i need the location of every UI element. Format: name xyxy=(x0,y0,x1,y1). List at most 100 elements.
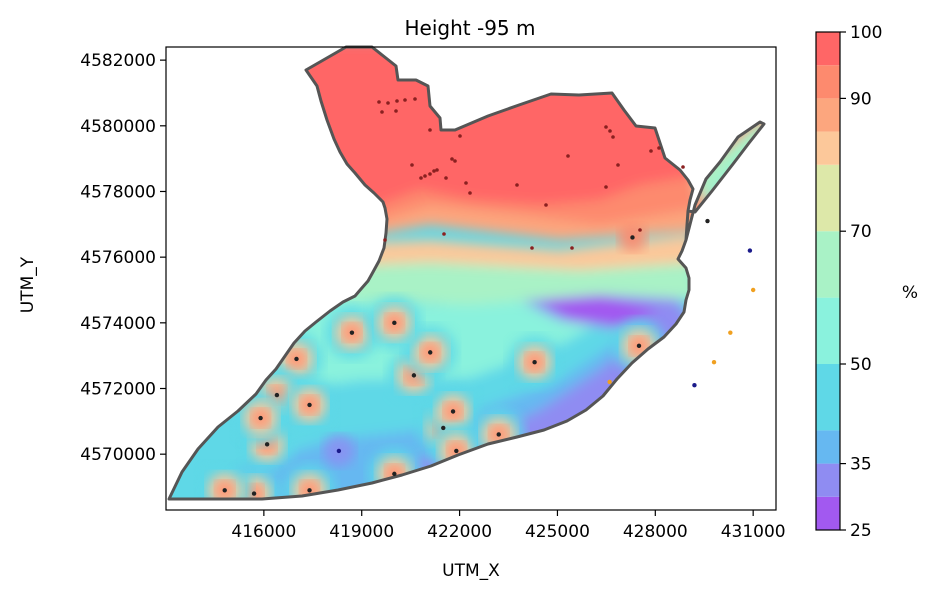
colorbar-segment xyxy=(816,463,840,497)
well-marker xyxy=(392,320,397,326)
well-marker xyxy=(274,392,280,398)
well-marker xyxy=(294,356,299,362)
well-markers xyxy=(222,97,756,496)
sample-point xyxy=(377,100,381,104)
sample-point xyxy=(616,163,620,167)
sample-point xyxy=(515,183,519,187)
well-marker xyxy=(496,432,501,437)
sample-point xyxy=(380,110,384,114)
well-marker xyxy=(411,373,417,378)
well-marker xyxy=(607,379,612,385)
sample-point xyxy=(435,168,439,172)
well-marker xyxy=(728,330,733,335)
colorbar-segment xyxy=(816,496,840,530)
sample-point xyxy=(386,101,390,105)
x-tick-label: 428000 xyxy=(623,522,688,542)
sample-point xyxy=(657,146,661,150)
x-tick-label: 425000 xyxy=(525,522,590,542)
well-marker xyxy=(307,402,312,408)
sample-point xyxy=(395,99,399,103)
colorbar-tick-label: 70 xyxy=(850,222,872,242)
colorbar-tick-label: 25 xyxy=(850,521,872,541)
sample-point xyxy=(428,128,432,132)
colorbar-segment xyxy=(816,65,840,99)
x-axis: 416000 419000 422000 425000 428000 431000 xyxy=(231,510,786,542)
well-marker xyxy=(336,448,342,454)
colorbar-segment xyxy=(816,364,840,431)
colorbar-segment xyxy=(816,231,840,298)
x-tick-label: 431000 xyxy=(721,522,786,542)
well-marker xyxy=(750,287,756,293)
colorbar-segment xyxy=(816,430,840,464)
well-marker xyxy=(264,442,270,447)
x-tick-label: 422000 xyxy=(427,522,492,542)
sample-point xyxy=(604,185,608,189)
well-marker xyxy=(747,248,753,253)
colorbar-frame xyxy=(815,31,841,531)
sample-point xyxy=(530,246,534,250)
sample-point xyxy=(544,203,548,207)
well-marker xyxy=(711,360,717,365)
colorbar-tick-label: 100 xyxy=(850,23,882,43)
well-marker xyxy=(636,343,642,349)
well-marker xyxy=(441,425,446,431)
sample-point xyxy=(432,169,436,173)
sample-point xyxy=(464,181,468,185)
sample-point xyxy=(413,97,417,101)
well-marker xyxy=(630,235,635,240)
well-marker xyxy=(428,350,433,355)
y-tick-label: 4580000 xyxy=(80,117,156,137)
x-tick-label: 416000 xyxy=(231,522,296,542)
colorbar-tick-label: 35 xyxy=(850,455,872,475)
well-marker xyxy=(258,415,263,421)
colorbar-label: % xyxy=(902,283,918,303)
colorbar-segment xyxy=(816,164,840,232)
y-tick-label: 4578000 xyxy=(80,182,156,202)
sample-point xyxy=(450,157,454,161)
sample-point xyxy=(638,228,642,232)
colorbar-segment xyxy=(816,131,840,165)
colorbar: 25 35 50 70 90 100 xyxy=(815,23,882,541)
y-tick-label: 4570000 xyxy=(80,445,156,465)
sample-point xyxy=(423,174,427,178)
sample-point xyxy=(419,176,423,180)
well-marker xyxy=(692,383,697,388)
chart-title: Height -95 m xyxy=(405,16,536,40)
well-marker xyxy=(392,471,397,477)
sample-point xyxy=(566,154,570,158)
well-marker xyxy=(307,488,312,493)
well-marker xyxy=(532,360,537,365)
sample-point xyxy=(403,98,407,102)
y-tick-label: 4574000 xyxy=(80,314,156,334)
y-tick-label: 4576000 xyxy=(80,248,156,268)
sample-point xyxy=(681,165,685,169)
colorbar-segment xyxy=(816,98,840,132)
sample-point xyxy=(428,172,432,176)
region-outline xyxy=(167,45,766,501)
sample-point xyxy=(570,246,574,250)
well-marker xyxy=(454,448,459,454)
sample-point xyxy=(608,129,612,133)
sample-point xyxy=(604,125,608,129)
plot-frame xyxy=(165,46,777,511)
sample-point xyxy=(649,149,653,153)
well-marker xyxy=(222,488,227,493)
well-marker xyxy=(705,218,710,224)
sample-point xyxy=(444,176,448,180)
contour-band xyxy=(540,295,660,325)
sample-point xyxy=(458,134,462,138)
colorbar-tick-label: 50 xyxy=(850,355,872,375)
well-marker xyxy=(251,491,257,496)
y-tick-label: 4572000 xyxy=(80,380,156,400)
colorbar-segment xyxy=(816,297,840,364)
sample-point xyxy=(468,191,472,195)
colorbar-tick-label: 90 xyxy=(850,89,872,109)
sample-point xyxy=(410,163,414,167)
y-tick-label: 4582000 xyxy=(80,51,156,71)
sample-point xyxy=(442,232,446,236)
sample-point xyxy=(383,238,387,242)
well-marker xyxy=(450,409,456,414)
y-axis: 4570000 4572000 4574000 4576000 4578000 45800… xyxy=(80,51,166,465)
